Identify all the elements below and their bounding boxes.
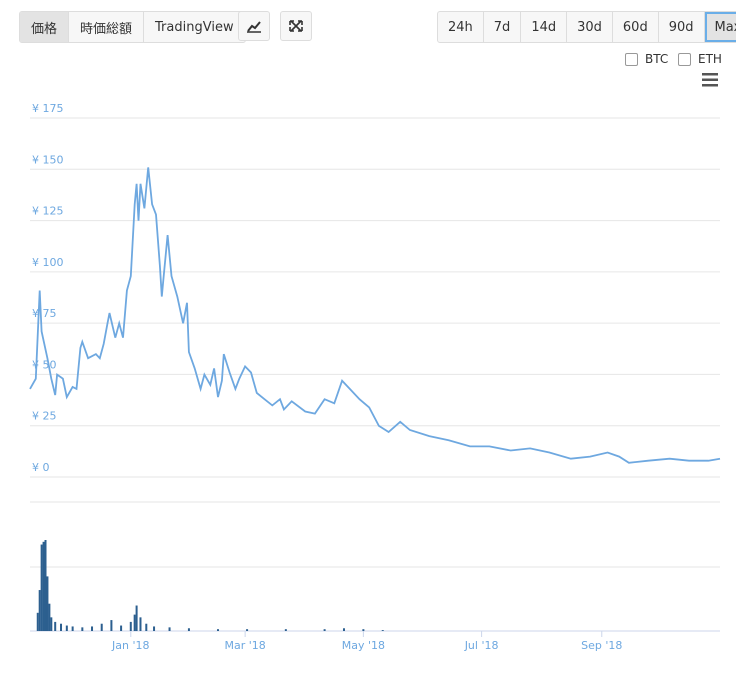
volume-bar (38, 590, 41, 631)
x-tick-label: Jan '18 (111, 639, 149, 652)
fullscreen-button[interactable] (280, 11, 312, 41)
price-line (29, 167, 721, 464)
volume-bar (54, 621, 57, 631)
tab-button[interactable]: TradingView (155, 19, 234, 35)
y-tick-label: ¥ 150 (32, 153, 64, 166)
checkbox[interactable] (678, 52, 691, 66)
range-button[interactable]: Max (704, 12, 736, 42)
y-tick-label: ¥ 25 (32, 410, 57, 423)
tab-button[interactable]: 価格 (20, 12, 70, 42)
volume-bar (323, 629, 326, 631)
menu-icon[interactable] (702, 73, 718, 87)
x-tick-label: Sep '18 (581, 639, 622, 652)
volume-bar (187, 628, 190, 631)
y-tick-label: ¥ 0 (32, 461, 50, 474)
tab-group: 価格 時価総額 TradingView (19, 11, 246, 43)
volume-bar (46, 576, 49, 631)
volume-bar (44, 540, 47, 631)
volume-bar (129, 621, 132, 631)
volume-bar (246, 629, 249, 631)
volume-bar (381, 630, 384, 631)
volume-bar (91, 626, 94, 631)
volume-bar (135, 605, 138, 631)
y-tick-label: ¥ 100 (32, 256, 64, 269)
volume-bar (362, 629, 365, 631)
volume-bar (133, 614, 136, 631)
range-button[interactable]: 60d (613, 12, 659, 42)
y-tick-label: ¥ 175 (32, 102, 64, 115)
y-tick-label: ¥ 75 (32, 307, 57, 320)
y-tick-label: ¥ 50 (32, 358, 57, 371)
volume-bar (139, 617, 142, 631)
range-group: 24h7d14d30d60d90dMax (437, 11, 736, 43)
tab-button[interactable]: 時価総額 (69, 12, 145, 42)
volume-bar (342, 628, 345, 631)
icon (289, 20, 303, 32)
toggle[interactable]: BTC (625, 52, 668, 66)
toggle[interactable]: ETH (678, 52, 722, 66)
x-tick-label: May '18 (342, 639, 385, 652)
volume-bar (36, 612, 39, 631)
volume-bar (168, 627, 171, 631)
icon (247, 21, 261, 33)
volume-bar (153, 626, 156, 631)
volume-bar (60, 623, 63, 631)
volume-bar (81, 627, 84, 631)
chart-type-button[interactable] (238, 11, 270, 41)
range-button[interactable]: 90d (659, 12, 705, 42)
volume-bar (40, 544, 43, 631)
y-tick-label: ¥ 125 (32, 205, 64, 218)
range-button[interactable]: 30d (567, 12, 613, 42)
volume-bar (65, 625, 68, 631)
range-button[interactable]: 14d (521, 12, 568, 42)
volume-bar (145, 623, 148, 631)
range-button[interactable]: 7d (484, 12, 522, 42)
volume-bar (110, 620, 113, 631)
toggle-label: BTC (645, 52, 669, 66)
volume-bar (48, 603, 51, 631)
volume-bar (284, 629, 287, 631)
volume-bar (71, 626, 74, 631)
checkbox[interactable] (625, 52, 638, 66)
volume-bar (217, 629, 220, 631)
toggle-label: ETH (698, 52, 722, 66)
volume-bar (42, 541, 45, 631)
x-tick-label: Jul '18 (464, 639, 499, 652)
volume-bar (50, 617, 53, 631)
volume-bar (120, 625, 123, 631)
x-tick-label: Mar '18 (224, 639, 265, 652)
volume-bar (100, 623, 103, 631)
range-button[interactable]: 24h (438, 12, 484, 42)
